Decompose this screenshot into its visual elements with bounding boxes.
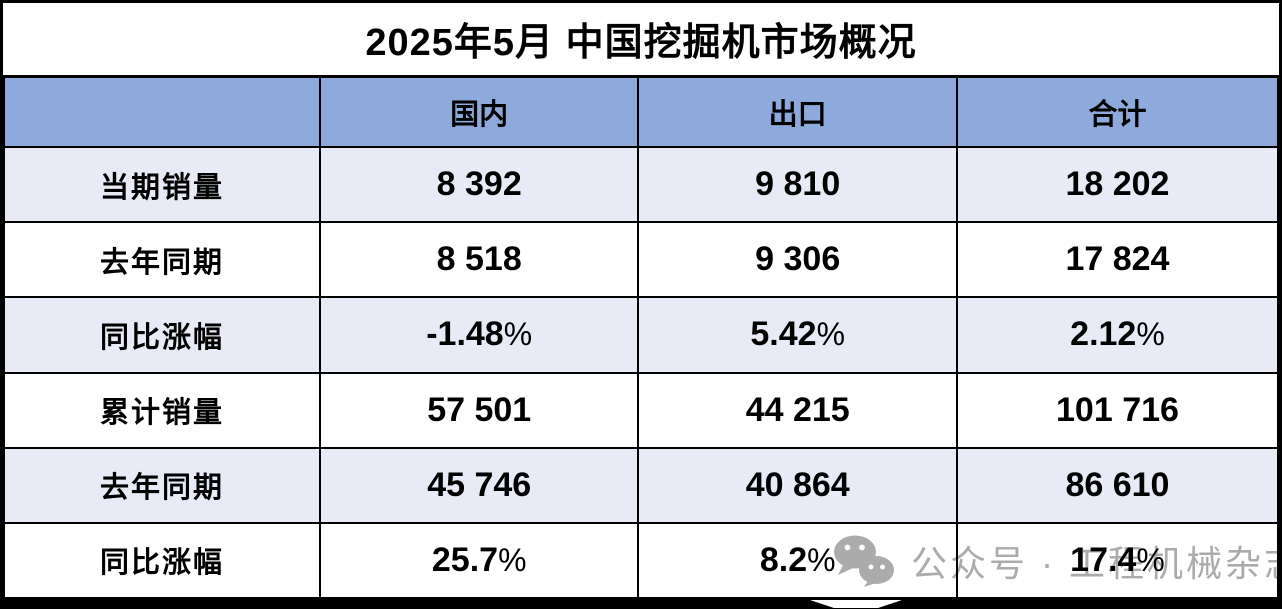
cell-value: 40 864 xyxy=(637,446,958,524)
column-header-empty xyxy=(3,75,321,149)
market-table: 2025年5月 中国挖掘机市场概况 国内 出口 合计 当期销量 8 392 9 … xyxy=(3,3,1280,600)
column-header-export: 出口 xyxy=(637,75,958,149)
table-row: 同比涨幅 25.7% 8.2% 17.4% xyxy=(3,521,1280,600)
cell-value: 86 610 xyxy=(955,446,1280,524)
cell-value: 101 716 xyxy=(955,371,1280,449)
cell-value: 8.2% xyxy=(637,521,958,600)
cell-value: 9 306 xyxy=(637,221,958,299)
row-label: 去年同期 xyxy=(3,221,321,299)
table-row: 当期销量 8 392 9 810 18 202 xyxy=(3,146,1280,224)
table-row: 去年同期 45 746 40 864 86 610 xyxy=(3,446,1280,524)
cell-value: 17 824 xyxy=(955,221,1280,299)
cell-value: 2.12% xyxy=(955,296,1280,374)
cell-value: -1.48% xyxy=(318,296,640,374)
title-row: 2025年5月 中国挖掘机市场概况 xyxy=(4,3,1278,78)
row-label: 去年同期 xyxy=(3,446,321,524)
row-label: 同比涨幅 xyxy=(3,296,321,374)
row-label: 同比涨幅 xyxy=(3,521,321,600)
cell-value: 18 202 xyxy=(955,146,1280,224)
table-row: 累计销量 57 501 44 215 101 716 xyxy=(3,371,1280,449)
cell-value: 9 810 xyxy=(637,146,958,224)
cell-value: 45 746 xyxy=(318,446,640,524)
cell-value: 8 518 xyxy=(318,221,640,299)
table-row: 同比涨幅 -1.48% 5.42% 2.12% xyxy=(3,296,1280,374)
table-title: 2025年5月 中国挖掘机市场概况 xyxy=(4,3,1278,78)
cell-value: 8 392 xyxy=(318,146,640,224)
row-label: 累计销量 xyxy=(3,371,321,449)
cell-value: 17.4% xyxy=(955,521,1280,600)
row-label: 当期销量 xyxy=(3,146,321,224)
table-row: 去年同期 8 518 9 306 17 824 xyxy=(3,221,1280,299)
column-header-domestic: 国内 xyxy=(318,75,640,149)
cell-value: 25.7% xyxy=(318,521,640,600)
header-row: 国内 出口 合计 xyxy=(3,75,1280,149)
bottom-notch xyxy=(810,600,902,608)
cell-value: 44 215 xyxy=(637,371,958,449)
cell-value: 57 501 xyxy=(318,371,640,449)
column-header-total: 合计 xyxy=(955,75,1280,149)
cell-value: 5.42% xyxy=(637,296,958,374)
